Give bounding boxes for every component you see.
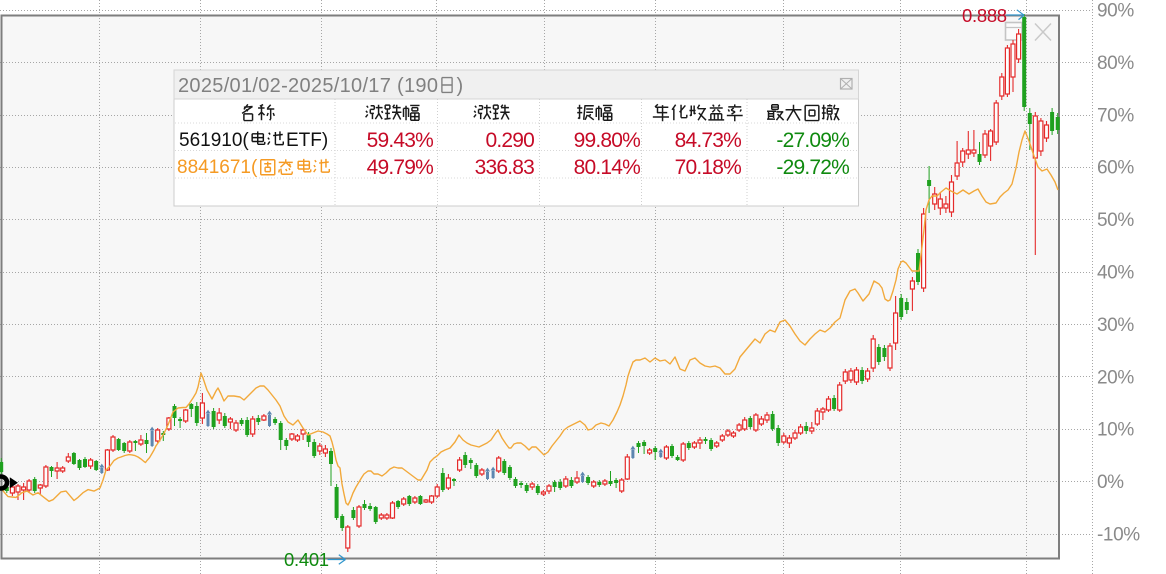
svg-text:90%: 90% — [1097, 1, 1134, 22]
svg-text:49.79%: 49.79% — [367, 156, 434, 179]
svg-text:20%: 20% — [1097, 367, 1134, 388]
svg-text:70%: 70% — [1097, 105, 1134, 126]
svg-text:70.18%: 70.18% — [675, 156, 742, 179]
svg-text:80%: 80% — [1097, 53, 1134, 74]
svg-text:0.888: 0.888 — [962, 5, 1007, 26]
svg-text:40%: 40% — [1097, 263, 1134, 284]
svg-text:10%: 10% — [1097, 420, 1134, 441]
svg-text:84.73%: 84.73% — [675, 129, 742, 152]
svg-text:60%: 60% — [1097, 158, 1134, 179]
svg-text:ETF): ETF) — [286, 130, 328, 151]
svg-text:0.290: 0.290 — [485, 129, 534, 152]
svg-text:2025/01/02-2025/10/17 (190: 2025/01/02-2025/10/17 (190 — [178, 75, 438, 97]
svg-text:-27.09%: -27.09% — [776, 129, 849, 152]
svg-text:0.401: 0.401 — [284, 549, 329, 570]
svg-text:-29.72%: -29.72% — [776, 156, 849, 179]
svg-text:99.80%: 99.80% — [574, 129, 641, 152]
svg-text:30%: 30% — [1097, 315, 1134, 336]
svg-text:50%: 50% — [1097, 210, 1134, 231]
svg-text:-10%: -10% — [1097, 525, 1140, 546]
svg-text:8841671(: 8841671( — [177, 157, 258, 178]
svg-text:80.14%: 80.14% — [574, 156, 641, 179]
svg-text:561910(: 561910( — [179, 130, 249, 151]
svg-text:0%: 0% — [1097, 472, 1124, 493]
svg-text:): ) — [457, 75, 464, 97]
svg-text:336.83: 336.83 — [475, 156, 535, 179]
svg-text:59.43%: 59.43% — [367, 129, 434, 152]
